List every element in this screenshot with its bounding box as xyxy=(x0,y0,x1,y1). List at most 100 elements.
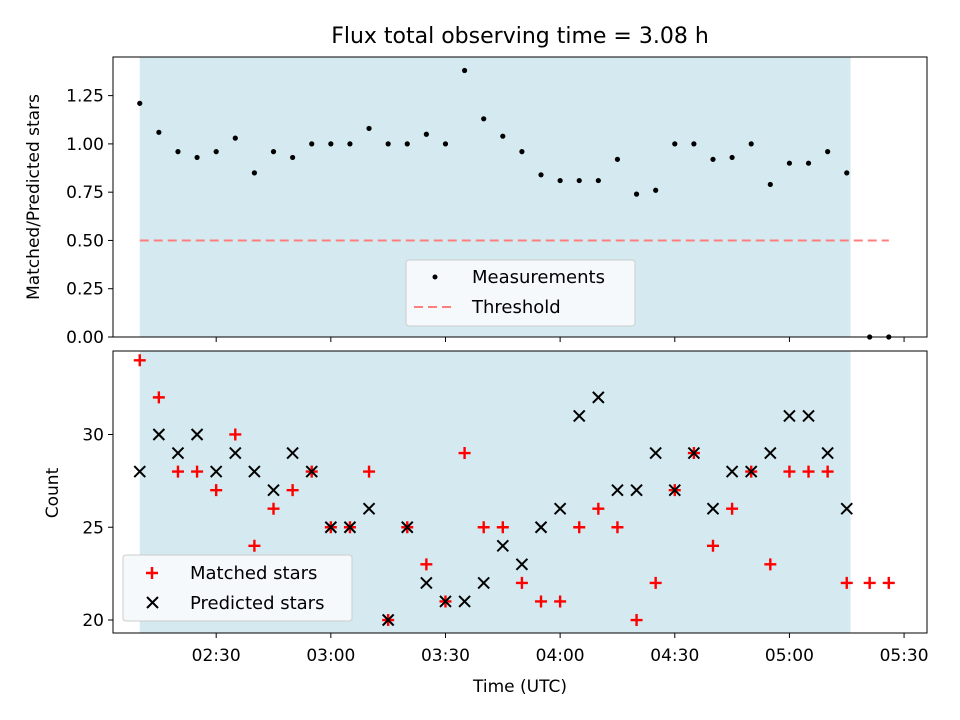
matched-star-point xyxy=(592,502,605,515)
top-y-tick-label: 0.75 xyxy=(66,183,104,203)
matched-star-point xyxy=(726,502,739,515)
matched-star-point xyxy=(649,576,662,589)
predicted-star-point xyxy=(324,521,338,534)
bottom-y-tick-label: 25 xyxy=(82,518,104,538)
measurement-point xyxy=(137,100,143,106)
predicted-star-point xyxy=(534,521,548,534)
matched-star-point xyxy=(783,465,796,478)
matched-star-point xyxy=(229,428,242,441)
x-tick-label: 03:00 xyxy=(306,646,355,666)
measurement-point xyxy=(691,141,697,147)
measurement-point xyxy=(633,191,640,197)
bottom-axes-frame xyxy=(112,350,928,634)
matched-star-point xyxy=(152,391,165,404)
top-panel: 0.00 0.25 0.50 0.75 1.00 1.25 Flux total obse… xyxy=(24,24,928,348)
bottom-legend: Matched stars Predicted stars xyxy=(122,554,353,622)
measurement-point xyxy=(653,187,659,193)
measurement-point xyxy=(748,141,754,147)
predicted-star-point xyxy=(381,613,395,627)
predicted-star-point xyxy=(286,446,299,460)
matched-star-point xyxy=(611,521,624,534)
measurement-point xyxy=(576,177,582,184)
predicted-star-point xyxy=(611,483,624,497)
matched-star-point xyxy=(363,465,376,478)
matched-star-point xyxy=(706,539,719,552)
predicted-star-point xyxy=(209,465,223,478)
matched-legend-marker xyxy=(146,567,158,579)
measurement-point xyxy=(423,131,429,137)
matched-star-point xyxy=(267,502,280,515)
measurement-point xyxy=(366,125,372,132)
predicted-star-point xyxy=(152,428,166,441)
bottom-legend-box xyxy=(122,554,353,622)
x-tick-label: 02:30 xyxy=(192,646,241,666)
measurement-point xyxy=(519,149,525,155)
matched-star-point xyxy=(840,576,853,589)
measurement-point xyxy=(232,135,238,141)
top-y-tick-label: 1.25 xyxy=(66,87,104,107)
predicted-star-point xyxy=(821,446,834,460)
x-tick-label: 04:30 xyxy=(650,646,699,666)
measurement-point xyxy=(786,160,793,166)
bottom-y-tick-label: 20 xyxy=(82,611,104,631)
measurement-point xyxy=(844,170,850,176)
measurement-point xyxy=(729,154,735,161)
predicted-star-point xyxy=(630,483,643,497)
top-y-tick-label: 0.25 xyxy=(66,280,104,300)
measurement-point xyxy=(347,141,353,147)
measurements-legend-marker xyxy=(432,274,438,280)
x-tick-label: 05:00 xyxy=(765,646,814,666)
x-tick-label: 04:00 xyxy=(536,646,585,666)
bottom-x-ticks: 02:30 03:00 03:30 04:00 04:30 05:00 05:30 xyxy=(192,633,929,666)
matched-star-point xyxy=(764,558,777,571)
predicted-star-point xyxy=(496,539,510,553)
matched-star-point xyxy=(210,484,223,497)
predicted-legend-marker xyxy=(146,596,159,609)
measurement-point xyxy=(328,141,334,147)
predicted-star-point xyxy=(553,502,567,515)
predicted-star-point xyxy=(133,465,146,478)
predicted-star-point xyxy=(592,391,605,404)
matched-star-point xyxy=(458,447,471,460)
predicted-star-point xyxy=(229,446,242,460)
matched-star-point xyxy=(248,539,261,552)
top-y-tick-label: 0.00 xyxy=(66,328,104,348)
predicted-star-point xyxy=(420,576,433,590)
predicted-star-point xyxy=(573,409,586,423)
matched-star-point xyxy=(554,595,567,608)
matched-star-point xyxy=(133,354,146,367)
bottom-y-axis-label: Count xyxy=(43,467,63,518)
predicted-star-point xyxy=(439,595,452,608)
predicted-star-point xyxy=(343,521,357,534)
matched-star-point xyxy=(420,558,433,571)
measurement-point xyxy=(805,160,812,166)
matched-star-point xyxy=(171,465,184,478)
predicted-star-point xyxy=(305,465,318,478)
top-legend: Measurements Threshold xyxy=(405,259,636,327)
x-tick-label: 05:30 xyxy=(880,646,929,666)
measurement-point xyxy=(481,116,487,122)
measurement-point xyxy=(385,141,391,147)
predicted-star-point xyxy=(725,465,739,478)
matched-star-point xyxy=(286,484,299,497)
bottom-y-tick-label: 30 xyxy=(82,425,104,445)
matched-star-point xyxy=(477,521,490,534)
measurement-point xyxy=(557,177,563,184)
bottom-panel: 20 25 30 02:30 03:00 03:30 04:00 04:30 05:00 05:… xyxy=(43,350,929,697)
matched-star-point xyxy=(630,614,643,627)
measurements-series xyxy=(137,67,892,340)
measurement-point xyxy=(442,141,449,147)
predicted-star-point xyxy=(706,502,720,515)
chart-title: Flux total observing time = 3.08 h xyxy=(331,24,709,49)
measurement-point xyxy=(710,156,716,162)
predicted-star-point xyxy=(401,521,414,534)
predicted-star-point xyxy=(649,446,662,460)
predicted-star-point xyxy=(744,465,758,478)
top-axes-frame xyxy=(112,56,928,338)
predicted-star-point xyxy=(267,483,280,497)
measurement-point xyxy=(213,149,219,155)
threshold-legend-label: Threshold xyxy=(471,297,561,318)
matched-stars-series xyxy=(133,354,895,627)
predicted-legend-label: Predicted stars xyxy=(190,593,324,614)
